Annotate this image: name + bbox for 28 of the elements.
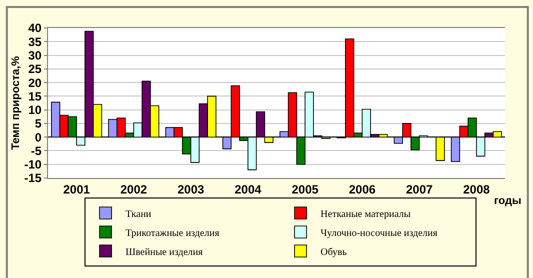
- legend-label: Обувь: [320, 246, 348, 258]
- x-tick-label: 2001: [63, 182, 90, 196]
- y-tick-label: 30: [28, 48, 42, 62]
- y-tick-label: 10: [28, 103, 42, 118]
- y-tick-label: 20: [28, 76, 42, 90]
- x-tick-label: 2007: [406, 182, 433, 196]
- legend-label: Ткани: [126, 208, 152, 220]
- y-tick-label: 40: [28, 21, 42, 36]
- x-tick-label: 2006: [348, 182, 376, 196]
- y-tick-label: -15: [24, 171, 42, 186]
- y-tick-label: 15: [28, 89, 42, 104]
- x-tick-label: 2005: [292, 182, 319, 196]
- y-tick-label: -5: [30, 144, 42, 158]
- y-axis-title: Темп прироста,%: [10, 56, 22, 150]
- y-tick-label: 35: [28, 34, 42, 49]
- y-tick-label: 5: [34, 116, 42, 131]
- y-tick-label: 0: [34, 130, 42, 144]
- x-axis-title: годы: [494, 195, 522, 207]
- y-tick-label: 25: [28, 62, 42, 76]
- legend-label: Трикотажные изделия: [126, 228, 220, 239]
- legend-label: Швейные изделия: [126, 246, 204, 258]
- legend-label: Нетканые материалы: [320, 208, 411, 220]
- y-tick-label: -10: [24, 158, 42, 172]
- x-tick-label: 2008: [463, 182, 490, 196]
- x-tick-label: 2004: [234, 182, 262, 196]
- legend-label: Чулочно-носочные изделия: [320, 228, 438, 239]
- x-tick-label: 2003: [177, 182, 204, 196]
- x-tick-label: 2002: [120, 182, 148, 196]
